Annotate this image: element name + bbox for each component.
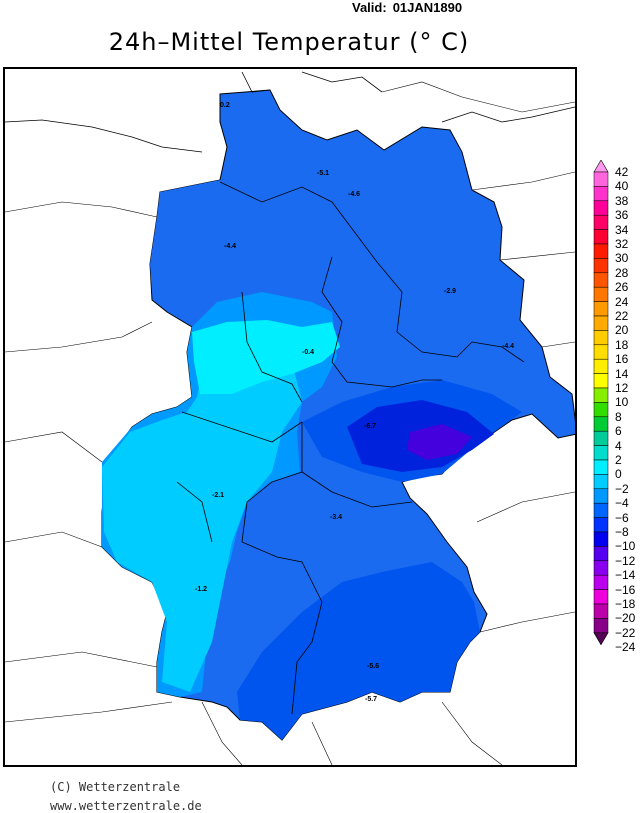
legend-label: −4 [615,496,629,511]
legend-label: 6 [615,424,622,439]
legend-swatch [593,574,609,590]
source-url: www.wetterzentrale.de [50,799,202,813]
legend-swatch [593,330,609,346]
station-value: -1.2 [195,586,207,593]
legend-swatch [593,560,609,576]
legend-colorbar [593,160,609,646]
legend-label: 18 [615,337,629,352]
legend-label: 16 [615,352,629,367]
legend-swatch [593,315,609,331]
legend-label: 36 [615,208,629,223]
legend-swatch [593,214,609,230]
legend-swatch [593,416,609,432]
temp-zone-zero [192,320,340,394]
legend-label: 12 [615,381,629,395]
legend-swatch [593,229,609,245]
legend-label: −2 [615,481,629,496]
station-value: -5.7 [365,696,377,703]
legend-swatch [593,517,609,533]
legend-label: 24 [615,294,629,309]
legend-label: 4 [615,438,622,453]
map-title: 24h–Mittel Temperatur (° C) [108,28,470,56]
legend-swatch [593,373,609,389]
station-value: -5.1 [317,170,329,177]
station-value: -4.6 [348,191,360,198]
station-value: -2.9 [444,288,456,295]
state-borders [176,181,525,715]
station-value: -6.7 [364,423,376,430]
temperature-map: 0.2 -5.1 -4.6 -4.4 -2.9 -0.4 -4.4 -6.7 -… [3,67,577,767]
valid-date-line: Valid: 01JAN1890 [352,0,462,15]
legend-swatch [593,531,609,547]
valid-label: Valid: [352,0,387,15]
legend-label: −20 [615,611,636,626]
legend-label: 8 [615,409,622,424]
legend-swatch [593,445,609,461]
legend-swatch [593,200,609,216]
temp-zone-minus10 [407,424,472,460]
legend-label: −24 [615,640,636,655]
temp-zone-minus1 [102,347,302,692]
country-borders [5,81,575,765]
legend-label: 32 [615,237,629,251]
legend-label: 42 [615,165,629,179]
legend-swatch [593,603,609,619]
valid-date: 01JAN1890 [392,0,463,15]
legend-label: 14 [615,366,629,381]
legend-swatch [593,502,609,518]
legend-swatch [593,186,609,202]
legend-label: 38 [615,193,629,208]
legend-swatch [593,243,609,259]
legend-swatch [593,301,609,317]
legend-label: 22 [615,309,629,323]
legend-cap-bottom [593,632,609,646]
legend-label: −22 [615,625,636,640]
station-value: 0.2 [220,102,230,109]
legend-label: 26 [615,280,629,295]
legend-swatch [593,474,609,490]
legend-cap-top [593,160,609,173]
station-values: 0.2 -5.1 -4.6 -4.4 -2.9 -0.4 -4.4 -6.7 -… [195,102,514,703]
legend-label: 34 [615,222,629,237]
coastline [5,71,575,153]
legend-label: −6 [615,510,629,525]
legend-label: −14 [615,568,636,583]
legend-swatch [593,488,609,504]
station-value: -4.4 [224,243,236,250]
legend-swatch [593,286,609,302]
legend-swatch [593,258,609,274]
legend-label: −16 [615,582,636,597]
legend-label: −12 [615,553,636,568]
legend-swatch [593,272,609,288]
temp-zone-north [150,172,362,292]
legend-swatch [593,618,609,634]
legend-swatch [593,358,609,374]
legend-label: 40 [615,179,629,194]
legend-label: 10 [615,395,629,410]
legend-label: −8 [615,525,629,539]
legend-swatch [593,430,609,446]
color-legend: 42 40 38 36 34 32 30 28 26 24 22 20 18 16 14 12 10 8 6 4 2 0−… [593,160,641,680]
legend-swatch [593,459,609,475]
legend-swatch [593,344,609,360]
legend-label: 2 [615,453,622,467]
legend-label: 28 [615,265,629,280]
station-value: -4.4 [502,343,514,350]
station-value: -5.6 [367,663,379,670]
legend-swatch [593,171,609,187]
legend-swatch [593,387,609,403]
legend-label: −10 [615,539,636,554]
legend-swatch [593,402,609,418]
station-value: -2.1 [212,492,224,499]
temp-zone-south [237,562,480,740]
station-value: -3.4 [330,514,342,521]
copyright-text: (C) Wetterzentrale [50,780,181,794]
station-value: -0.4 [302,349,314,356]
legend-label: −18 [615,597,636,611]
legend-swatch [593,589,609,605]
legend-swatch [593,546,609,562]
legend-label: 0 [615,467,622,482]
legend-label: 20 [615,323,629,338]
legend-label: 30 [615,251,629,266]
